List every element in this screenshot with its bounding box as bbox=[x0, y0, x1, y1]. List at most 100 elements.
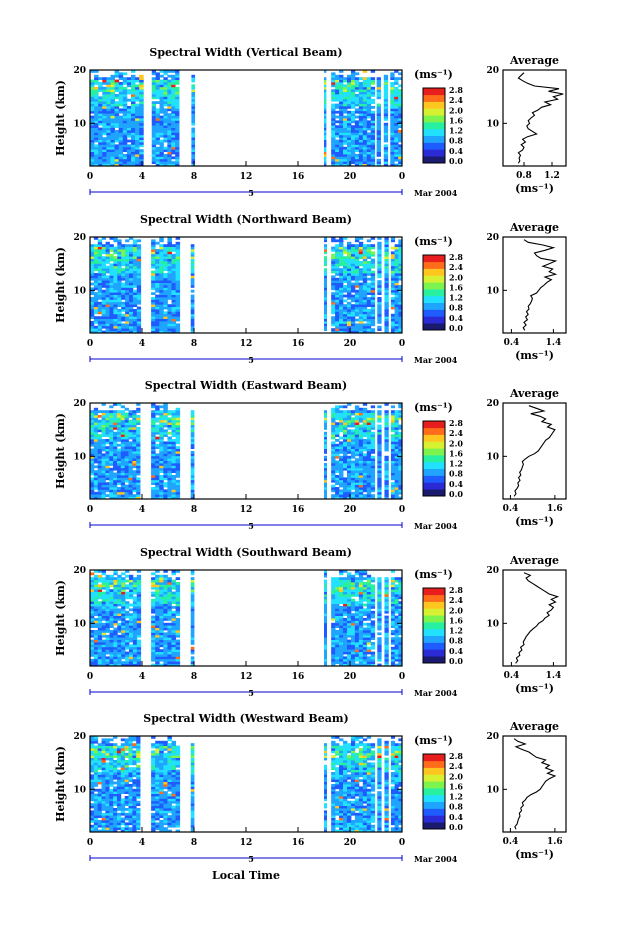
heatmap-cell bbox=[350, 297, 356, 300]
heatmap-cell bbox=[93, 630, 99, 633]
heatmap-cell bbox=[105, 297, 110, 300]
heatmap-cell bbox=[191, 74, 196, 78]
heatmap-cell bbox=[358, 103, 364, 107]
heatmap-cell bbox=[366, 158, 372, 162]
heatmap-cell bbox=[97, 639, 103, 643]
heatmap-cell bbox=[366, 415, 372, 418]
heatmap-cell bbox=[159, 460, 164, 464]
heatmap-cell bbox=[109, 663, 114, 667]
x-tick-label: 20 bbox=[344, 172, 357, 182]
heatmap-cell bbox=[132, 436, 137, 440]
heatmap-cell bbox=[155, 419, 160, 423]
heatmap-cell bbox=[339, 412, 344, 416]
heatmap-cell bbox=[117, 610, 122, 614]
heatmap-cell bbox=[350, 265, 356, 269]
heatmap-cell bbox=[159, 431, 164, 435]
heatmap-cell bbox=[159, 663, 164, 667]
heatmap-cell bbox=[151, 280, 156, 283]
heatmap-cell bbox=[366, 277, 372, 281]
heatmap-cell bbox=[171, 277, 177, 281]
heatmap-cell bbox=[97, 273, 103, 276]
heatmap-cell bbox=[362, 484, 368, 488]
heatmap-cell bbox=[120, 436, 126, 440]
heatmap-cell bbox=[110, 149, 115, 152]
heatmap-cell bbox=[120, 479, 126, 483]
heatmap-cell bbox=[362, 103, 368, 107]
heatmap-cell bbox=[155, 132, 160, 136]
colorbar-unit: (ms⁻¹) bbox=[414, 401, 453, 414]
heatmap-cell bbox=[155, 489, 160, 493]
heatmap-cell bbox=[159, 98, 164, 102]
heatmap-cell bbox=[128, 477, 133, 481]
heatmap-cell bbox=[171, 265, 177, 269]
heatmap-cell bbox=[163, 632, 168, 636]
heatmap-cell bbox=[362, 494, 368, 497]
heatmap-cell bbox=[362, 431, 368, 435]
heatmap-cell bbox=[163, 125, 168, 128]
heatmap-cell bbox=[398, 482, 403, 485]
heatmap-cell bbox=[132, 591, 138, 595]
heatmap-cell bbox=[97, 301, 103, 305]
heatmap-cell bbox=[366, 110, 372, 114]
heatmap-cell bbox=[105, 656, 110, 660]
colorbar-swatch bbox=[423, 427, 445, 435]
colorbar-unit: (ms⁻¹) bbox=[414, 68, 453, 81]
heatmap-cell bbox=[398, 463, 403, 466]
heatmap-cell bbox=[113, 615, 118, 619]
heatmap-cell bbox=[354, 405, 360, 409]
heatmap-cell bbox=[331, 151, 336, 155]
heatmap-cell bbox=[105, 663, 110, 667]
heatmap-cell bbox=[118, 161, 124, 164]
heatmap-cell bbox=[97, 634, 103, 638]
heatmap-cell bbox=[117, 277, 122, 281]
heatmap-cell bbox=[128, 446, 133, 449]
heatmap-cell bbox=[110, 74, 115, 78]
heatmap-cell bbox=[370, 77, 376, 80]
heatmap-cell bbox=[114, 79, 120, 83]
heatmap-cell bbox=[175, 82, 180, 85]
heatmap-cell bbox=[390, 405, 396, 409]
heatmap-cell bbox=[159, 139, 164, 143]
heatmap-cell bbox=[93, 608, 99, 612]
heatmap-cell bbox=[362, 113, 368, 116]
heatmap-cell bbox=[354, 270, 360, 274]
heatmap-cell bbox=[339, 237, 344, 240]
colorbar-unit: (ms⁻¹) bbox=[414, 235, 453, 248]
heatmap-cell bbox=[370, 306, 376, 310]
heatmap-cell bbox=[366, 142, 372, 145]
heatmap-cell bbox=[90, 651, 95, 655]
heatmap-cell bbox=[90, 125, 95, 128]
heatmap-cell bbox=[370, 415, 376, 418]
heatmap-cell bbox=[377, 443, 382, 447]
heatmap-cell bbox=[171, 439, 177, 442]
heatmap-cell bbox=[171, 313, 177, 317]
panel-title: Spectral Width (Vertical Beam) bbox=[149, 46, 342, 59]
heatmap-cell bbox=[167, 118, 172, 121]
heatmap-cell bbox=[116, 482, 122, 485]
heatmap-cell bbox=[132, 634, 138, 638]
heatmap-cell bbox=[167, 637, 172, 640]
heatmap-cell bbox=[163, 301, 168, 305]
heatmap-cell bbox=[167, 130, 172, 133]
heatmap-cell bbox=[90, 132, 95, 136]
heatmap-cell bbox=[167, 598, 172, 602]
heatmap-cell bbox=[136, 596, 142, 600]
heatmap-cell bbox=[97, 494, 102, 497]
heatmap-cell bbox=[118, 144, 124, 148]
heatmap-cell bbox=[354, 453, 360, 457]
heatmap-cell bbox=[394, 419, 399, 423]
x-tick-label: 4 bbox=[139, 505, 145, 515]
heatmap-cell bbox=[335, 316, 340, 319]
heatmap-cell bbox=[129, 330, 134, 334]
x-tick-label: 20 bbox=[344, 505, 357, 515]
heatmap-cell bbox=[93, 663, 99, 667]
heatmap-cell bbox=[117, 297, 122, 300]
heatmap-cell bbox=[124, 484, 129, 488]
heatmap-cell bbox=[136, 622, 142, 626]
heatmap-cell bbox=[390, 82, 395, 85]
heatmap-cell bbox=[117, 627, 122, 631]
heatmap-cell bbox=[155, 151, 160, 155]
heatmap-cell bbox=[109, 632, 114, 636]
heatmap-cell bbox=[171, 263, 177, 267]
